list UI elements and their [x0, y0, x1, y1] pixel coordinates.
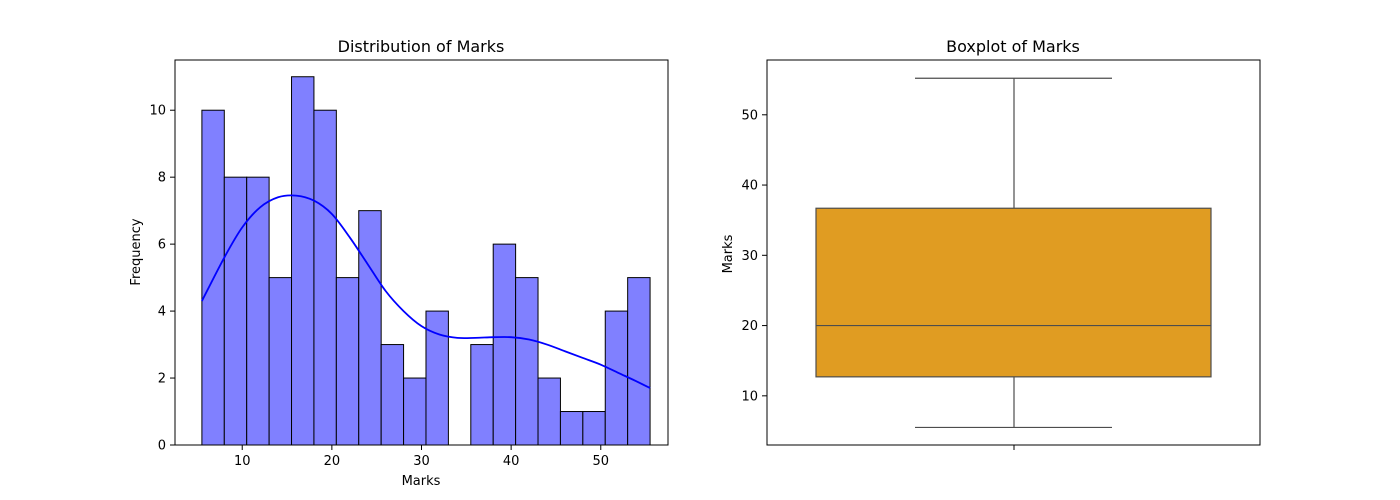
- histogram-bar: [582, 411, 606, 446]
- histogram-bar: [537, 377, 561, 446]
- boxplot-shapes: [815, 77, 1212, 429]
- boxplot-y-tick-label: 40: [741, 179, 758, 194]
- boxplot-y-tick-label: 20: [741, 319, 758, 334]
- histogram-bar: [403, 377, 427, 446]
- histogram-bar: [627, 277, 651, 446]
- boxplot-y-axis-label: Marks: [721, 234, 736, 273]
- histogram-x-axis-label: Marks: [402, 474, 441, 489]
- histogram-y-axis-label: Frequency: [129, 218, 144, 285]
- histogram-y-tick-label: 8: [158, 171, 166, 186]
- histogram-y-tick-label: 6: [158, 238, 166, 253]
- histogram-title: Distribution of Marks: [338, 37, 505, 56]
- histogram-bar: [492, 243, 517, 446]
- histogram-bars: [201, 76, 651, 446]
- histogram-x-ticks: 10 20 30 40 50: [234, 445, 609, 469]
- histogram-panel: Distribution of Marks 10 20 30 40 50 0 2 4 6 8 10…: [129, 37, 669, 489]
- boxplot-y-tick-label: 50: [741, 108, 758, 123]
- histogram-bar: [268, 277, 293, 446]
- boxplot-title: Boxplot of Marks: [946, 37, 1080, 56]
- histogram-x-tick-label: 10: [234, 454, 251, 469]
- histogram-bar: [335, 277, 360, 446]
- histogram-bar: [223, 176, 248, 446]
- histogram-bar: [313, 109, 337, 446]
- histogram-x-tick-label: 30: [413, 454, 430, 469]
- histogram-x-tick-label: 40: [503, 454, 520, 469]
- histogram-bar: [358, 210, 382, 446]
- histogram-y-tick-label: 4: [158, 305, 166, 320]
- histogram-bar: [515, 277, 539, 446]
- boxplot-y-tick-label: 10: [741, 389, 758, 404]
- boxplot-box: [815, 207, 1212, 378]
- histogram-bar: [604, 310, 629, 446]
- kde-curve: [201, 194, 651, 389]
- histogram-bar: [559, 411, 584, 446]
- histogram-bar: [291, 76, 315, 446]
- histogram-x-tick-label: 20: [324, 454, 341, 469]
- boxplot-y-tick-label: 30: [741, 249, 758, 264]
- boxplot-panel: Boxplot of Marks 10 20 30 40 50 Marks: [721, 37, 1261, 450]
- histogram-y-ticks: 0 2 4 6 8 10: [149, 104, 175, 454]
- histogram-y-tick-label: 0: [158, 439, 166, 454]
- histogram-y-tick-label: 2: [158, 372, 166, 387]
- histogram-bar: [470, 344, 494, 446]
- histogram-y-tick-label: 10: [149, 104, 166, 119]
- histogram-x-tick-label: 50: [592, 454, 609, 469]
- boxplot-y-ticks: 10 20 30 40 50: [741, 108, 767, 404]
- histogram-bar: [380, 344, 405, 446]
